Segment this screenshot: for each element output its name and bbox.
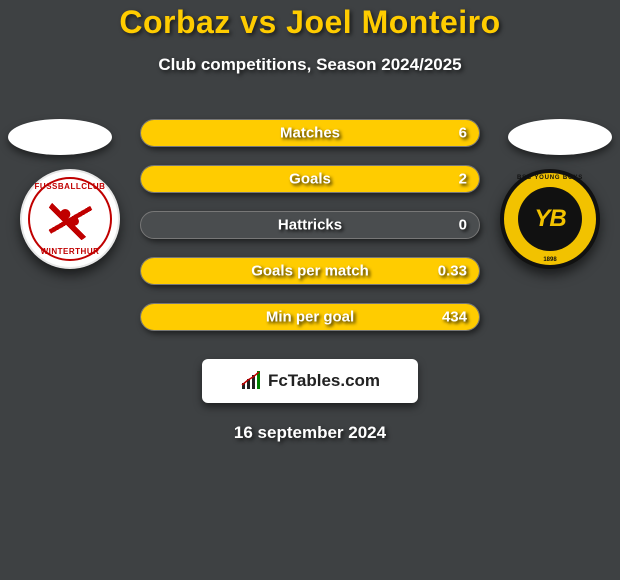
stat-label: Goals (289, 171, 331, 188)
player-shadow-right (508, 119, 612, 155)
brand-label: FcTables.com (268, 371, 380, 391)
badge-emblem: YB (518, 187, 582, 251)
stat-label: Hattricks (278, 217, 342, 234)
stat-row: Min per goal 434 (140, 303, 480, 331)
page-title: Corbaz vs Joel Monteiro (0, 4, 620, 41)
player-shadow-left (8, 119, 112, 155)
stat-label: Goals per match (251, 263, 369, 280)
stat-label: Matches (280, 125, 340, 142)
club-badge-left: FUSSBALLCLUB WINTERTHUR (20, 169, 120, 269)
stat-value-right: 434 (442, 309, 467, 326)
brand-box[interactable]: FcTables.com (202, 359, 418, 403)
badge-year: 1898 (504, 257, 596, 263)
club-badge-right: BSC YOUNG BOYS YB 1898 (500, 169, 600, 269)
stat-row: Goals 2 (140, 165, 480, 193)
subtitle: Club competitions, Season 2024/2025 (0, 55, 620, 75)
badge-emblem (46, 195, 94, 243)
date-label: 16 september 2024 (0, 423, 620, 443)
badge-text-top: FUSSBALLCLUB (22, 182, 118, 191)
stat-label: Min per goal (266, 309, 354, 326)
stat-value-right: 6 (459, 125, 467, 142)
badge-text-top: BSC YOUNG BOYS (504, 175, 596, 181)
stat-row: Goals per match 0.33 (140, 257, 480, 285)
stat-row: Matches 6 (140, 119, 480, 147)
stat-row: Hattricks 0 (140, 211, 480, 239)
chart-icon (240, 371, 266, 391)
badge-initials: YB (534, 205, 565, 233)
stats-area: FUSSBALLCLUB WINTERTHUR BSC YOUNG BOYS Y… (0, 119, 620, 339)
comparison-card: Corbaz vs Joel Monteiro Club competition… (0, 0, 620, 580)
badge-text-bottom: WINTERTHUR (22, 247, 118, 256)
stat-value-right: 0 (459, 217, 467, 234)
stat-value-right: 2 (459, 171, 467, 188)
stat-value-right: 0.33 (438, 263, 467, 280)
stat-rows: Matches 6 Goals 2 Hattricks 0 Goals per match 0… (140, 119, 480, 331)
